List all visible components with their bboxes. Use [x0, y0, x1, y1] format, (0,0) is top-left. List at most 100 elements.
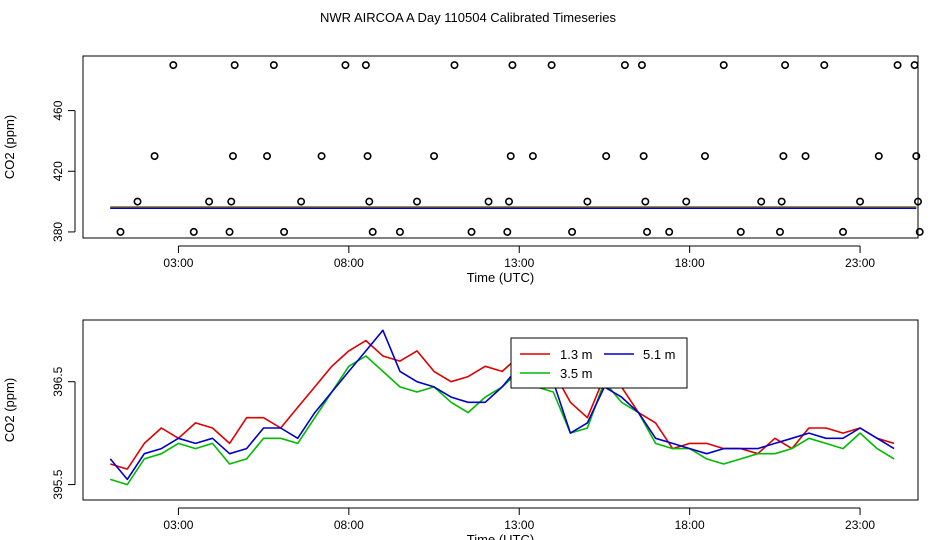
bottom-panel-x-axis: 03:00 08:00 13:00 18:00 23:00 [163, 507, 875, 532]
data-point [450, 61, 459, 70]
data-point [874, 152, 883, 161]
x-tick-label: 13:00 [504, 256, 534, 270]
data-point [547, 61, 556, 70]
data-point [568, 227, 577, 236]
data-point [777, 197, 786, 206]
bottom-panel-lines: 03:00 08:00 13:00 18:00 23:00 395.5 396.5 Tim… [2, 319, 919, 540]
bottom-panel-frame [82, 319, 919, 501]
data-point [150, 152, 159, 161]
data-point [637, 61, 646, 70]
data-point [757, 197, 766, 206]
y-tick-label: 396.5 [51, 366, 65, 396]
x-tick-label: 18:00 [675, 518, 705, 532]
data-point [365, 197, 374, 206]
data-point [363, 152, 372, 161]
data-point [133, 197, 142, 206]
series-line [110, 355, 895, 486]
data-point [641, 197, 650, 206]
data-point [228, 152, 237, 161]
y-tick-label: 460 [51, 100, 65, 120]
top-panel-scatter: 03:00 08:00 13:00 18:00 23:00 380 420 460 Time… [2, 55, 924, 285]
data-point [912, 152, 921, 161]
x-tick-label: 23:00 [845, 256, 875, 270]
x-tick-label: 03:00 [163, 518, 193, 532]
legend-label-3-5m: 3.5 m [560, 366, 593, 381]
data-point [583, 197, 592, 206]
data-point [227, 197, 236, 206]
data-point [484, 197, 493, 206]
data-point [779, 152, 788, 161]
data-point [682, 197, 691, 206]
top-panel-x-label: Time (UTC) [467, 270, 534, 285]
bottom-panel-x-label: Time (UTC) [467, 532, 534, 540]
bottom-panel-y-axis: 395.5 396.5 [51, 366, 76, 500]
data-point [910, 61, 919, 70]
data-point [801, 152, 810, 161]
data-point [430, 152, 439, 161]
data-point [893, 61, 902, 70]
data-point [189, 227, 198, 236]
y-tick-label: 380 [51, 222, 65, 242]
data-point [700, 152, 709, 161]
data-point [506, 152, 515, 161]
x-tick-label: 08:00 [334, 256, 364, 270]
data-point [395, 227, 404, 236]
top-panel-baselines [110, 206, 917, 209]
data-point [467, 227, 476, 236]
data-point [368, 227, 377, 236]
top-panel-points [116, 61, 924, 236]
data-point [169, 61, 178, 70]
data-point [643, 227, 652, 236]
data-point [361, 61, 370, 70]
data-point [297, 197, 306, 206]
data-point [269, 61, 278, 70]
data-point [781, 61, 790, 70]
series-line [110, 339, 895, 470]
data-point [412, 197, 421, 206]
x-tick-label: 08:00 [334, 518, 364, 532]
data-point [639, 152, 648, 161]
data-point [205, 197, 214, 206]
data-point [736, 227, 745, 236]
legend-label-1-3m: 1.3 m [560, 347, 593, 362]
bottom-panel-y-label: CO2 (ppm) [2, 378, 17, 442]
data-point [225, 227, 234, 236]
legend-box [510, 337, 688, 389]
data-point [528, 152, 537, 161]
data-point [508, 61, 517, 70]
data-point [719, 61, 728, 70]
data-point [775, 227, 784, 236]
data-point [263, 152, 272, 161]
x-tick-label: 18:00 [675, 256, 705, 270]
data-point [820, 61, 829, 70]
data-point [856, 197, 865, 206]
data-point [913, 197, 922, 206]
data-point [665, 227, 674, 236]
data-point [230, 61, 239, 70]
data-point [915, 227, 924, 236]
top-panel-x-axis: 03:00 08:00 13:00 18:00 23:00 [163, 245, 875, 270]
x-tick-label: 23:00 [845, 518, 875, 532]
top-panel-frame [82, 55, 919, 239]
data-point [505, 197, 514, 206]
y-tick-label: 420 [51, 161, 65, 181]
data-point [602, 152, 611, 161]
y-tick-label: 395.5 [51, 469, 65, 499]
data-point [839, 227, 848, 236]
data-point [317, 152, 326, 161]
data-point [116, 227, 125, 236]
data-point [503, 227, 512, 236]
data-point [620, 61, 629, 70]
x-tick-label: 13:00 [504, 518, 534, 532]
chart-title: NWR AIRCOA A Day 110504 Calibrated Times… [320, 10, 616, 25]
data-point [341, 61, 350, 70]
top-panel-y-label: CO2 (ppm) [2, 115, 17, 179]
data-point [280, 227, 289, 236]
series-line [109, 329, 895, 481]
legend-label-5-1m: 5.1 m [643, 347, 676, 362]
bottom-panel-series [109, 329, 895, 486]
top-panel-y-axis: 380 420 460 [51, 100, 76, 242]
x-tick-label: 03:00 [163, 256, 193, 270]
legend: 1.3 m 3.5 m 5.1 m [510, 337, 688, 389]
